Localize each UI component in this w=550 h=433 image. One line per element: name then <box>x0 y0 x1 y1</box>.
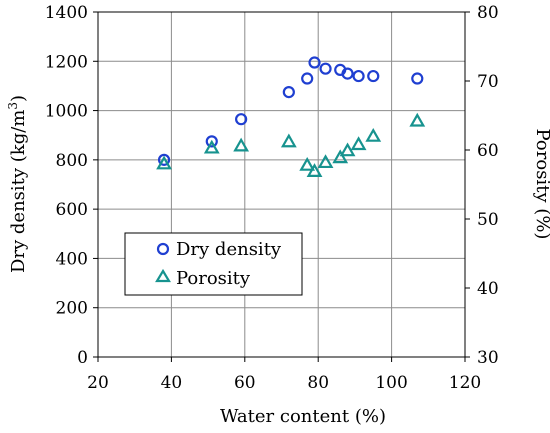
y-left-axis-title: Dry density (kg/m3) <box>6 95 29 273</box>
porosity-point <box>339 142 356 157</box>
x-tick-label: 60 <box>234 373 256 393</box>
porosity-point <box>280 133 297 148</box>
ticks: 20 40 60 80 100 12002004006008001000120014003… <box>45 3 499 393</box>
porosity-point <box>365 127 382 142</box>
legend-label-dry-density: Dry density <box>176 239 282 260</box>
data-points <box>156 56 426 177</box>
x-tick-label: 40 <box>161 373 183 393</box>
legend-marker-porosity <box>155 268 171 283</box>
dry-density-point <box>235 113 248 126</box>
x-tick-label: 20 <box>87 373 109 393</box>
dry-density-point <box>411 72 424 85</box>
y-left-tick-label: 600 <box>56 200 88 220</box>
y-left-tick-label: 400 <box>56 249 88 269</box>
y-left-tick-label: 200 <box>56 299 88 319</box>
y-left-tick-label: 1400 <box>45 3 88 23</box>
porosity-point <box>332 149 349 164</box>
porosity-point <box>317 154 334 169</box>
y-right-tick-label: 60 <box>477 141 499 161</box>
porosity-point <box>233 137 250 152</box>
porosity-point <box>156 155 172 170</box>
y-right-tick-label: 40 <box>477 279 499 299</box>
y-left-axis-title-suffix: ) <box>8 95 29 102</box>
porosity-point <box>299 156 316 171</box>
dry-density-point <box>319 62 332 75</box>
y-left-axis-title-main: Dry density (kg/m <box>8 110 29 273</box>
grid <box>98 12 465 357</box>
dry-density-point <box>157 153 171 166</box>
legend: Dry density Porosity <box>124 232 303 296</box>
dry-density-point <box>341 67 354 80</box>
y-left-tick-label: 800 <box>56 151 88 171</box>
legend-label-porosity: Porosity <box>176 268 251 289</box>
y-left-axis-title-superscript: 3 <box>6 102 20 110</box>
dry-density-point <box>308 56 321 69</box>
y-right-tick-label: 30 <box>477 348 499 368</box>
dry-density-point <box>367 69 380 83</box>
porosity-point <box>203 139 220 154</box>
y-right-tick-label: 80 <box>477 3 499 23</box>
porosity-point <box>350 136 367 151</box>
dry-density-point <box>352 69 365 83</box>
x-tick-label: 100 <box>375 373 407 393</box>
y-right-tick-label: 50 <box>477 210 499 230</box>
porosity-point <box>409 112 426 127</box>
y-right-tick-label: 70 <box>477 72 499 92</box>
legend-marker-dry-density <box>156 242 170 256</box>
plot-frame <box>97 11 466 358</box>
dry-density-point <box>282 85 295 99</box>
porosity-point <box>306 163 323 177</box>
y-left-tick-label: 1200 <box>45 52 88 72</box>
y-right-axis-title: Porosity (%) <box>532 129 550 240</box>
legend-box <box>124 232 303 296</box>
x-tick-label: 120 <box>449 373 481 393</box>
y-left-tick-label: 0 <box>77 348 88 368</box>
dry-density-point <box>301 72 314 85</box>
y-left-tick-label: 1000 <box>45 102 88 122</box>
x-axis-title: Water content (%) <box>220 406 386 427</box>
x-tick-label: 80 <box>307 373 329 393</box>
dry-density-point <box>205 135 218 148</box>
